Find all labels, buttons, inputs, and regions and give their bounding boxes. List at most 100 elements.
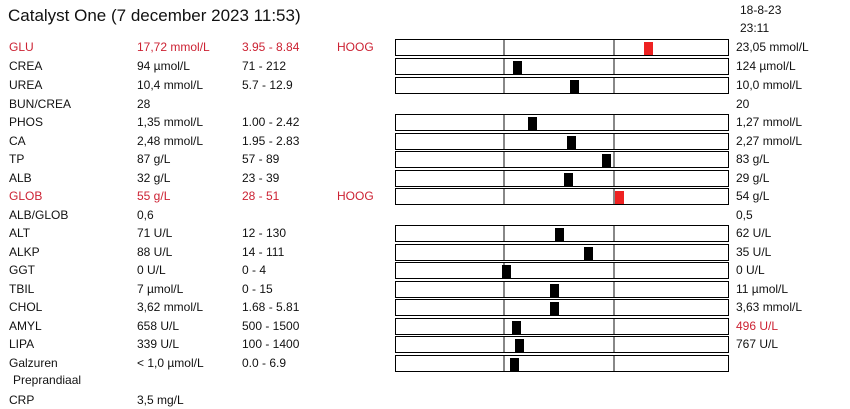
analyte-name: TBIL — [9, 282, 35, 296]
previous-value: 20 — [736, 97, 750, 111]
result-value: 658 U/L — [137, 319, 180, 333]
result-row: TBIL 7 µmol/L 0 - 15 11 µmol/L — [0, 280, 850, 298]
reference-gridline — [613, 245, 615, 260]
previous-value: 83 g/L — [736, 152, 770, 166]
range-bar — [395, 77, 729, 94]
result-row: CRP 3,5 mg/L — [0, 391, 850, 409]
previous-value: 29 g/L — [736, 171, 770, 185]
result-marker-alert — [615, 191, 624, 204]
range-bar — [395, 114, 729, 131]
result-value: 3,62 mmol/L — [137, 300, 204, 314]
result-value: 10,4 mmol/L — [137, 78, 204, 92]
result-value: 88 U/L — [137, 245, 173, 259]
range-bar — [395, 151, 729, 168]
result-value: < 1,0 µmol/L — [137, 356, 204, 370]
result-marker-alert — [644, 42, 653, 55]
analyte-name: AMYL — [9, 319, 42, 333]
reference-gridline — [503, 356, 505, 371]
previous-value: 1,27 mmol/L — [736, 115, 803, 129]
reference-gridline — [613, 134, 615, 149]
previous-date: 18-8-23 — [740, 3, 782, 17]
analyte-name: CA — [9, 134, 26, 148]
analyte-name: CREA — [9, 59, 43, 73]
result-row: BUN/CREA 28 20 — [0, 95, 850, 113]
previous-value: 62 U/L — [736, 226, 772, 240]
reference-gridline — [503, 115, 505, 130]
result-marker — [567, 136, 576, 149]
result-row: Galzuren < 1,0 µmol/L 0.0 - 6.9 — [0, 354, 850, 372]
reference-range: 3.95 - 8.84 — [242, 40, 300, 54]
previous-value: 3,63 mmol/L — [736, 300, 803, 314]
result-marker — [602, 154, 611, 167]
previous-value: 0,5 — [736, 208, 753, 222]
range-bar — [395, 58, 729, 75]
reference-gridline — [503, 282, 505, 297]
reference-range: 28 - 51 — [242, 189, 280, 203]
reference-range: 0 - 4 — [242, 263, 267, 277]
analyte-name: ALB/GLOB — [9, 208, 69, 222]
reference-gridline — [503, 189, 505, 204]
range-bar — [395, 262, 729, 279]
result-row: TP 87 g/L 57 - 89 83 g/L — [0, 150, 850, 168]
result-row: GLOB 55 g/L 28 - 51 HOOG 54 g/L — [0, 187, 850, 205]
range-bar — [395, 281, 729, 298]
analyte-name: CHOL — [9, 300, 43, 314]
result-marker — [510, 358, 519, 371]
analyte-name: LIPA — [9, 337, 35, 351]
reference-range: 5.7 - 12.9 — [242, 78, 293, 92]
analyte-name: GLOB — [9, 189, 43, 203]
result-value: 94 µmol/L — [137, 59, 190, 73]
reference-gridline — [503, 226, 505, 241]
result-value: 71 U/L — [137, 226, 173, 240]
range-bar — [395, 170, 729, 187]
reference-gridline — [613, 78, 615, 93]
reference-range: 1.68 - 5.81 — [242, 300, 300, 314]
reference-gridline — [613, 300, 615, 315]
result-row: AMYL 658 U/L 500 - 1500 496 U/L — [0, 317, 850, 335]
reference-gridline — [613, 152, 615, 167]
reference-gridline — [613, 40, 615, 55]
reference-range: 0.0 - 6.9 — [242, 356, 287, 370]
reference-gridline — [503, 319, 505, 334]
result-row: CHOL 3,62 mmol/L 1.68 - 5.81 3,63 mmol/L — [0, 298, 850, 316]
reference-range: 23 - 39 — [242, 171, 280, 185]
previous-value: 11 µmol/L — [736, 282, 789, 296]
result-value: 0,6 — [137, 208, 154, 222]
status-flag: HOOG — [337, 189, 374, 203]
galzuren-sublabel: Preprandiaal — [13, 373, 82, 387]
result-row: LIPA 339 U/L 100 - 1400 767 U/L — [0, 335, 850, 353]
result-row: ALKP 88 U/L 14 - 111 35 U/L — [0, 243, 850, 261]
previous-value: 496 U/L — [736, 319, 779, 333]
reference-range: 1.00 - 2.42 — [242, 115, 300, 129]
previous-value: 10,0 mmol/L — [736, 78, 803, 92]
reference-gridline — [503, 171, 505, 186]
result-marker — [550, 302, 559, 315]
result-marker — [584, 247, 593, 260]
analyte-name: GLU — [9, 40, 34, 54]
result-row: ALB 32 g/L 23 - 39 29 g/L — [0, 169, 850, 187]
range-bar — [395, 318, 729, 335]
reference-range: 14 - 111 — [242, 245, 285, 259]
result-row: GGT 0 U/L 0 - 4 0 U/L — [0, 261, 850, 279]
result-row: ALB/GLOB 0,6 0,5 — [0, 206, 850, 224]
report-title: Catalyst One (7 december 2023 11:53) — [8, 6, 301, 25]
previous-value: 124 µmol/L — [736, 59, 796, 73]
reference-gridline — [503, 59, 505, 74]
reference-gridline — [613, 59, 615, 74]
reference-gridline — [503, 78, 505, 93]
result-value: 7 µmol/L — [137, 282, 184, 296]
reference-gridline — [613, 171, 615, 186]
reference-range: 500 - 1500 — [242, 319, 300, 333]
reference-range: 12 - 130 — [242, 226, 287, 240]
range-bar — [395, 299, 729, 316]
range-bar — [395, 336, 729, 353]
analyte-name: Galzuren — [9, 356, 58, 370]
reference-gridline — [613, 319, 615, 334]
reference-gridline — [613, 282, 615, 297]
reference-gridline — [613, 115, 615, 130]
analyte-name: PHOS — [9, 115, 44, 129]
previous-value: 54 g/L — [736, 189, 770, 203]
result-row: CREA 94 µmol/L 71 - 212 124 µmol/L — [0, 57, 850, 75]
analyte-name: CRP — [9, 393, 35, 407]
range-bar — [395, 355, 729, 372]
